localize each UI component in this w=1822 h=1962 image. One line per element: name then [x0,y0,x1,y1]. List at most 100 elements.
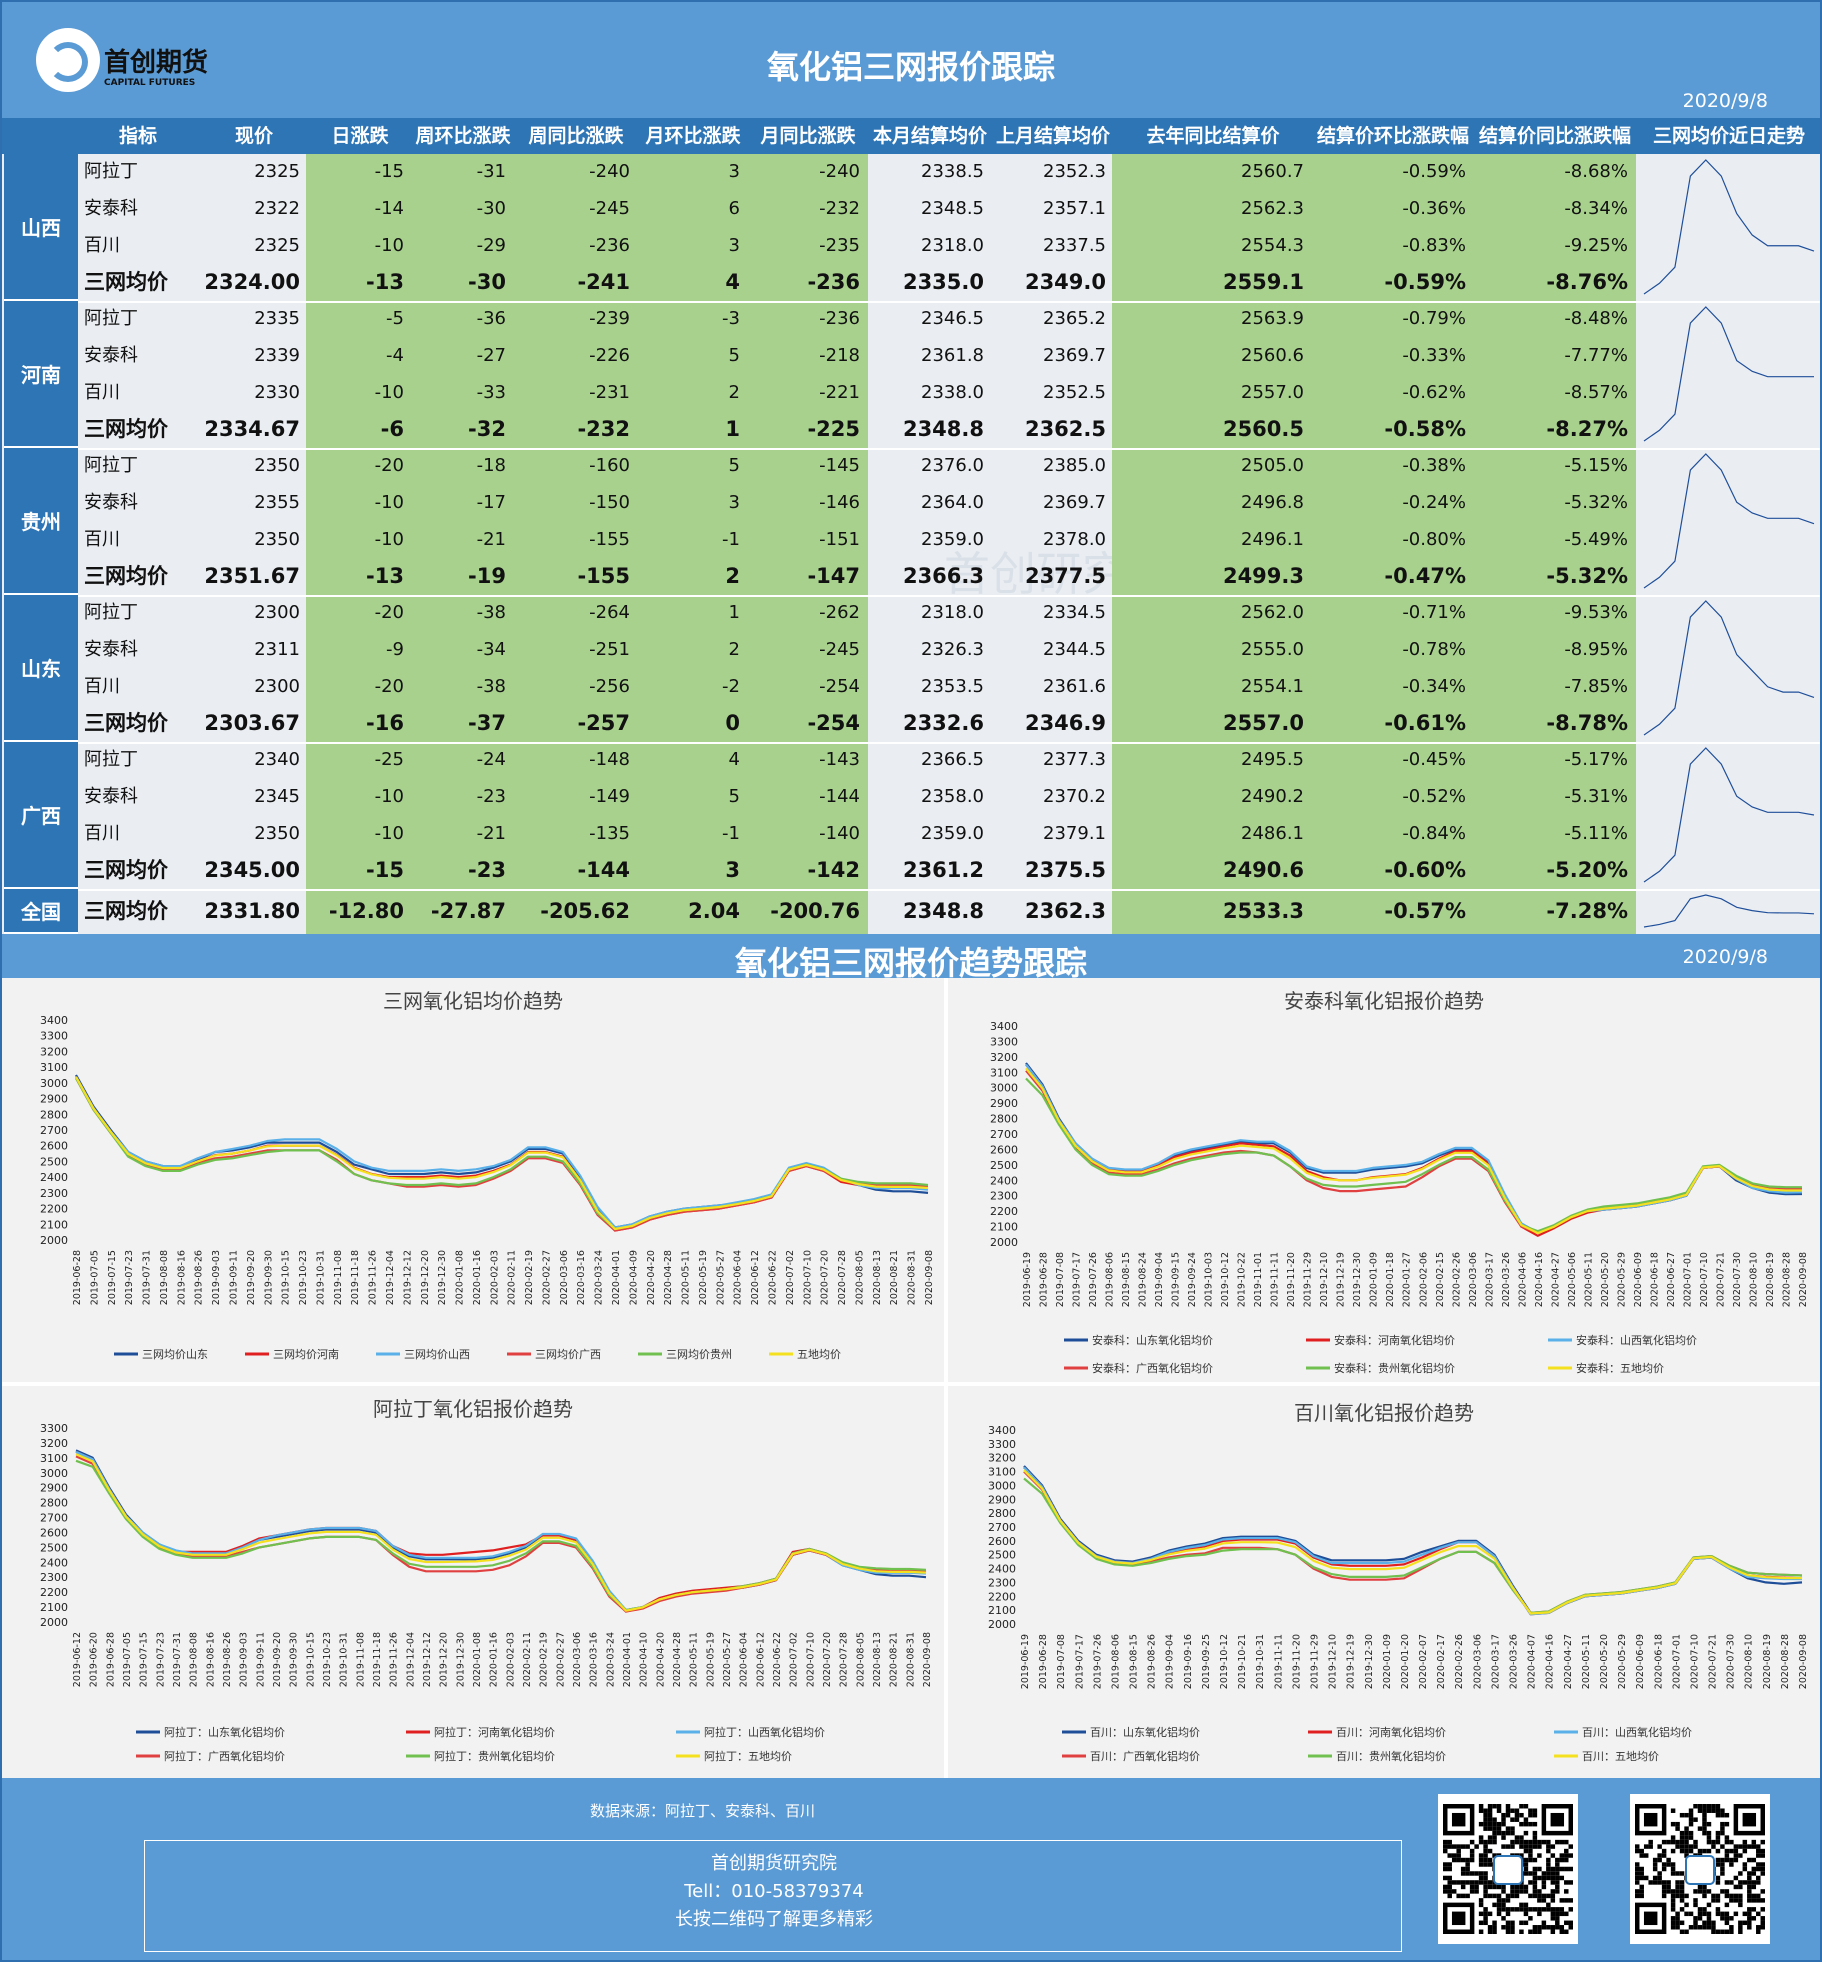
x-tick-label: 2020-06-22 [768,1250,779,1305]
table-cell: -251 [589,638,630,660]
table-cell: 2496.1 [1241,528,1304,550]
y-tick-label: 2700 [40,1124,68,1137]
x-tick-label: 2019-07-08 [1056,1634,1067,1689]
x-tick-label: 2019-10-31 [1255,1634,1266,1689]
table-cell: -38 [476,675,506,697]
table-cell: -236 [807,270,860,295]
x-tick-label: 2020-02-07 [1418,1634,1429,1689]
y-tick-label: 2700 [990,1128,1018,1141]
x-tick-label: 2020-03-26 [1501,1252,1512,1307]
x-tick-label: 2020-06-12 [750,1250,761,1305]
x-tick-label: 2020-01-09 [1369,1252,1380,1307]
series-line [1025,1067,1802,1235]
x-tick-label: 2020-02-03 [505,1632,516,1687]
table-header: 指标 现价 日涨跌 周环比涨跌 周同比涨跌 月环比涨跌 月同比涨跌 本月结算均价 上月结算均价 去… [2,118,1820,154]
y-tick-label: 3400 [40,1014,68,1027]
series-line [75,1459,927,1612]
table-cell: -254 [807,711,860,736]
qr-code-icon[interactable] [1630,1794,1770,1944]
table-cell: 1 [728,602,740,623]
legend-label: 安泰科：河南氧化铝均价 [1334,1333,1455,1347]
table-cell: -7.28% [1546,899,1628,923]
table-cell: 2369.7 [1043,344,1106,366]
series-line [75,1450,927,1613]
table-cell: -19 [468,564,506,589]
region-label: 河南 [4,301,78,448]
x-tick-label: 2019-09-04 [1154,1252,1165,1307]
x-tick-label: 2020-02-03 [489,1250,500,1305]
x-tick-label: 2019-07-08 [1055,1252,1066,1307]
table-cell: -10 [374,491,404,513]
x-tick-label: 2020-05-11 [1583,1252,1594,1307]
contact-box: 首创期货研究院 Tell：010-58379374 长按二维码了解更多精彩 [144,1840,1402,1952]
row-separator [78,595,1820,597]
table-cell: -0.47% [1384,564,1466,589]
series-line [1023,1469,1803,1615]
x-tick-label: 2020-02-11 [507,1250,518,1305]
table-cell: -7.77% [1564,344,1628,366]
table-cell: 3 [728,491,740,513]
table-cell: 2362.3 [1024,899,1106,923]
x-tick-label: 2019-11-01 [1253,1252,1264,1307]
table-cell: 2559.1 [1222,270,1304,295]
x-tick-label: 2020-09-08 [1798,1634,1809,1689]
series-line [75,1074,929,1229]
y-tick-label: 2800 [40,1497,68,1510]
series-line [1023,1466,1802,1616]
x-tick-label: 2019-07-05 [89,1250,100,1305]
x-tick-label: 2020-01-09 [1382,1634,1393,1689]
table-cell: 2385.0 [1043,455,1106,476]
table-cell: 2562.0 [1241,602,1304,623]
series-line [1023,1465,1803,1614]
table-cell: -240 [589,161,630,182]
table-cell: 2325 [254,161,300,182]
x-tick-label: 2019-07-17 [1072,1252,1083,1307]
table-cell: -6 [380,417,404,442]
table-cell: 2318.0 [921,234,984,256]
table-cell: -0.79% [1402,308,1466,329]
table-cell: -10 [374,381,404,403]
x-tick-label: 2019-06-19 [1022,1252,1033,1307]
table-cell: 2377.3 [1043,749,1106,770]
sparkline-path [1643,306,1814,442]
table-cell: 2345 [254,785,300,807]
chart-panel-aladdin: 阿拉丁氧化铝报价趋势 2000 2100 2200 2300 2400 2500 2600 27… [2,1386,944,1778]
table-cell: 2365.2 [1043,308,1106,329]
table-cell: 2348.8 [902,417,984,442]
table-cell: -0.60% [1384,858,1466,883]
table-cell: 2331.80 [204,899,300,923]
table-cell: 2352.5 [1043,381,1106,403]
legend-label: 三网均价广西 [535,1348,601,1361]
qr-code-icon[interactable] [1438,1794,1578,1944]
table-cell: -13 [366,270,404,295]
table-cell: 2334.67 [204,417,300,442]
table-cell: 2326.3 [921,638,984,660]
column-header: 周同比涨跌 [528,125,624,147]
chart-panel-antaike: 安泰科氧化铝报价趋势 2000 2100 2200 2300 2400 2500 2600 27… [948,978,1820,1382]
region-label: 山西 [4,154,78,301]
x-tick-label: 2019-10-31 [339,1632,350,1687]
x-tick-label: 2019-09-30 [289,1632,300,1687]
y-tick-label: 3300 [990,1035,1018,1048]
table-cell: 2366.3 [902,564,984,589]
x-tick-label: 2020-01-08 [455,1250,466,1305]
table-cell: -257 [577,711,630,736]
table-cell: -12.80 [328,899,404,923]
legend-label: 阿拉丁：河南氧化铝均价 [434,1725,555,1739]
table-cell: -0.84% [1402,822,1466,844]
table-cell: 2335 [254,308,300,329]
table-cell: -20 [374,455,404,476]
table-cell: -16 [366,711,404,736]
table-cell: -155 [589,528,630,550]
row-label: 阿拉丁 [84,161,138,182]
x-tick-label: 2019-10-31 [315,1250,326,1305]
table-cell: -0.61% [1384,711,1466,736]
table-cell: 2340 [254,749,300,770]
x-tick-label: 2019-11-11 [1270,1252,1281,1307]
x-tick-label: 2019-12-12 [402,1250,413,1305]
x-tick-label: 2019-12-19 [1336,1252,1347,1307]
x-tick-label: 2020-01-18 [1385,1252,1396,1307]
phone-number: Tell：010-58379374 [684,1881,864,1902]
table-cell: 2370.2 [1043,785,1106,807]
legend-label: 百川：五地均价 [1582,1750,1659,1763]
